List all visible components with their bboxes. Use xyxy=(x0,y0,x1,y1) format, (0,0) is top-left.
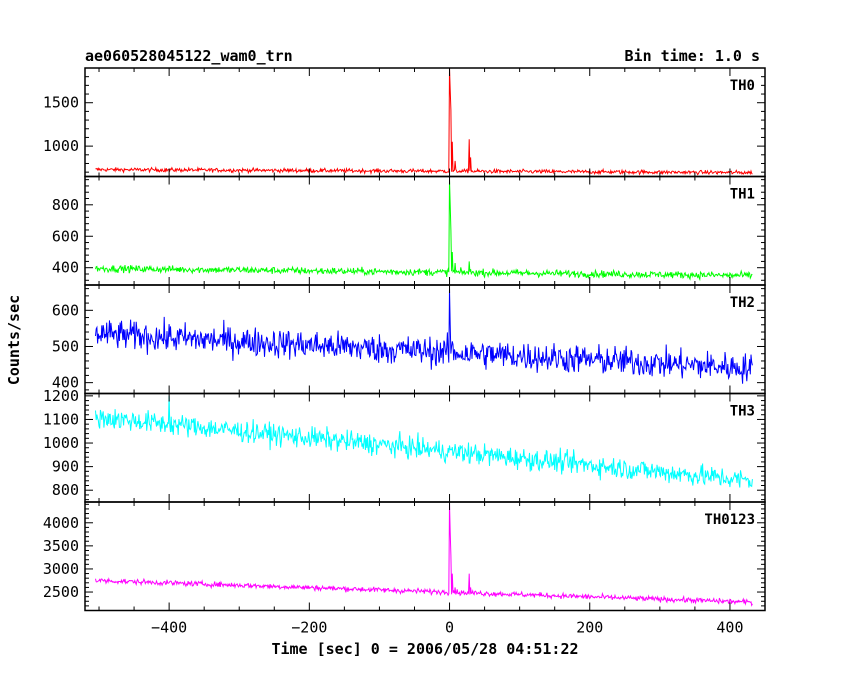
chart-title: ae060528045122_wam0_trn xyxy=(85,47,293,65)
panel-frame xyxy=(84,501,766,612)
x-axis-label: Time [sec] 0 = 2006/05/28 04:51:22 xyxy=(271,640,578,658)
x-tick-label: −400 xyxy=(151,619,187,637)
y-tick-label: 800 xyxy=(52,481,79,499)
y-tick-label: 1100 xyxy=(43,410,79,428)
y-tick-label: 1200 xyxy=(43,387,79,405)
y-tick-label: 600 xyxy=(52,301,79,319)
panel-label-th3: TH3 xyxy=(730,404,755,420)
x-tick-label: 0 xyxy=(445,619,454,637)
y-tick-label: 400 xyxy=(52,374,79,392)
y-tick-label: 1500 xyxy=(43,94,79,112)
panel-frame xyxy=(84,175,766,286)
y-tick-label: 600 xyxy=(52,227,79,245)
series-line-th3 xyxy=(95,395,753,488)
x-tick-label: 400 xyxy=(716,619,743,637)
y-tick-label: 1000 xyxy=(43,137,79,155)
x-tick-label: −200 xyxy=(291,619,327,637)
y-tick-label: 1000 xyxy=(43,434,79,452)
panel-label-th0: TH0 xyxy=(730,78,755,94)
y-tick-label: 3500 xyxy=(43,537,79,555)
y-tick-label: 900 xyxy=(52,458,79,476)
bin-time-label: Bin time: 1.0 s xyxy=(625,47,760,65)
y-tick-label: 400 xyxy=(52,259,79,277)
y-axis-label: Counts/sec xyxy=(5,295,23,385)
series-line-th2 xyxy=(95,288,753,384)
x-tick-label: 200 xyxy=(576,619,603,637)
y-tick-label: 2500 xyxy=(43,583,79,601)
series-line-th0 xyxy=(95,67,753,176)
y-tick-label: 4000 xyxy=(43,514,79,532)
panels-group: 1000 1500 TH0 400 600 800 TH1 400 500 600 TH2 800 90… xyxy=(43,67,766,637)
panel-label-th2: TH2 xyxy=(730,295,755,311)
y-tick-label: 500 xyxy=(52,337,79,355)
panel-label-th0123: TH0123 xyxy=(704,512,755,528)
panel-label-th1: TH1 xyxy=(730,187,755,203)
series-line-th0123 xyxy=(95,503,753,607)
series-line-th1 xyxy=(95,179,753,282)
y-tick-label: 800 xyxy=(52,196,79,214)
y-tick-label: 3000 xyxy=(43,560,79,578)
panel-frame xyxy=(84,67,766,178)
